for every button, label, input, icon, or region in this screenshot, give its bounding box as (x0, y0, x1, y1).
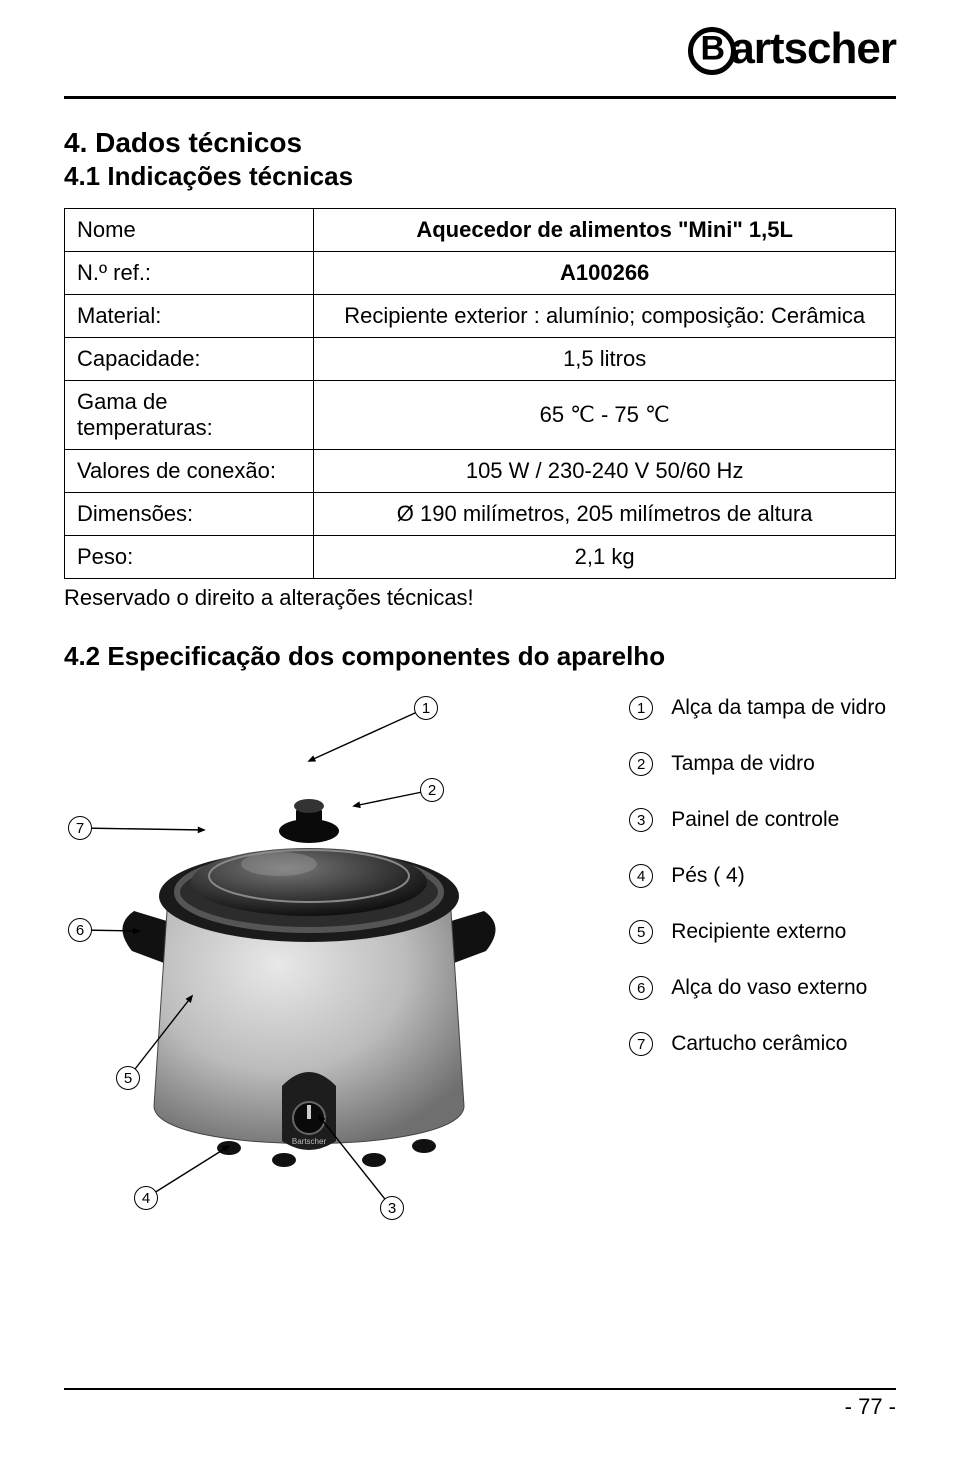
spec-row: NomeAquecedor de alimentos "Mini" 1,5L (65, 209, 896, 252)
spec-row: Material:Recipiente exterior : alumínio;… (65, 295, 896, 338)
legend-text: Tampa de vidro (671, 752, 815, 776)
legend-row: 3 Painel de controle (629, 808, 886, 832)
spec-row: Peso:2,1 kg (65, 536, 896, 579)
brand-logo: artscher (688, 24, 896, 75)
legend-text: Cartucho cerâmico (671, 1032, 847, 1056)
legend-row: 1 Alça da tampa de vidro (629, 696, 886, 720)
component-legend: 1Alça da tampa de vidro2Tampa de vidro3P… (629, 696, 886, 1088)
spec-value: 2,1 kg (314, 536, 896, 579)
legend-number-icon: 2 (629, 752, 653, 776)
page-footer: - 77 - (64, 1388, 896, 1420)
spec-value: Ø 190 milímetros, 205 milímetros de altu… (314, 493, 896, 536)
callout-number-icon: 5 (116, 1066, 140, 1090)
spec-label: Valores de conexão: (65, 450, 314, 493)
legend-number-icon: 3 (629, 808, 653, 832)
legend-number-icon: 1 (629, 696, 653, 720)
callout-number-icon: 3 (380, 1196, 404, 1220)
spec-label: Gama de temperaturas: (65, 381, 314, 450)
callout-number-icon: 2 (420, 778, 444, 802)
spec-value: Aquecedor de alimentos "Mini" 1,5L (314, 209, 896, 252)
subsection-title: 4.1 Indicações técnicas (64, 161, 896, 192)
legend-text: Pés ( 4) (671, 864, 745, 888)
section2-title: 4.2 Especificação dos componentes do apa… (64, 641, 896, 672)
spec-label: Capacidade: (65, 338, 314, 381)
legend-number-icon: 6 (629, 976, 653, 1000)
spec-value: Recipiente exterior : alumínio; composiç… (314, 295, 896, 338)
spec-row: Gama de temperaturas:65 ℃ - 75 ℃ (65, 381, 896, 450)
spec-row: N.º ref.:A100266 (65, 252, 896, 295)
legend-text: Alça da tampa de vidro (671, 696, 886, 720)
svg-text:Bartscher: Bartscher (292, 1137, 327, 1146)
footer-rule (64, 1388, 896, 1390)
spec-label: N.º ref.: (65, 252, 314, 295)
section-title: 4. Dados técnicos (64, 127, 896, 159)
reserved-note: Reservado o direito a alterações técnica… (64, 585, 896, 611)
spec-table: NomeAquecedor de alimentos "Mini" 1,5LN.… (64, 208, 896, 579)
callout-number-icon: 4 (134, 1186, 158, 1210)
spec-label: Dimensões: (65, 493, 314, 536)
spec-value: A100266 (314, 252, 896, 295)
spec-label: Material: (65, 295, 314, 338)
legend-text: Recipiente externo (671, 920, 846, 944)
legend-row: 7 Cartucho cerâmico (629, 1032, 886, 1056)
component-diagram: Bartscher 1 Alça da tampa de vidro 2 Tampa … (64, 686, 896, 1246)
legend-number-icon: 5 (629, 920, 653, 944)
spec-value: 1,5 litros (314, 338, 896, 381)
legend-row: 4 Pés ( 4) (629, 864, 886, 888)
spec-label: Nome (65, 209, 314, 252)
callout-number-icon: 6 (68, 918, 92, 942)
legend-text: Painel de controle (671, 808, 839, 832)
header-rule (64, 96, 896, 99)
spec-value: 65 ℃ - 75 ℃ (314, 381, 896, 450)
legend-row: 5 Recipiente externo (629, 920, 886, 944)
spec-row: Valores de conexão:105 W / 230-240 V 50/… (65, 450, 896, 493)
legend-row: 2 Tampa de vidro (629, 752, 886, 776)
legend-number-icon: 4 (629, 864, 653, 888)
legend-text: Alça do vaso externo (671, 976, 867, 1000)
spec-row: Capacidade:1,5 litros (65, 338, 896, 381)
page-number: - 77 - (64, 1394, 896, 1420)
callout-number-icon: 1 (414, 696, 438, 720)
legend-row: 6 Alça do vaso externo (629, 976, 886, 1000)
legend-number-icon: 7 (629, 1032, 653, 1056)
spec-value: 105 W / 230-240 V 50/60 Hz (314, 450, 896, 493)
spec-row: Dimensões:Ø 190 milímetros, 205 milímetr… (65, 493, 896, 536)
spec-label: Peso: (65, 536, 314, 579)
brand-logo-text: artscher (730, 24, 896, 73)
callout-number-icon: 7 (68, 816, 92, 840)
